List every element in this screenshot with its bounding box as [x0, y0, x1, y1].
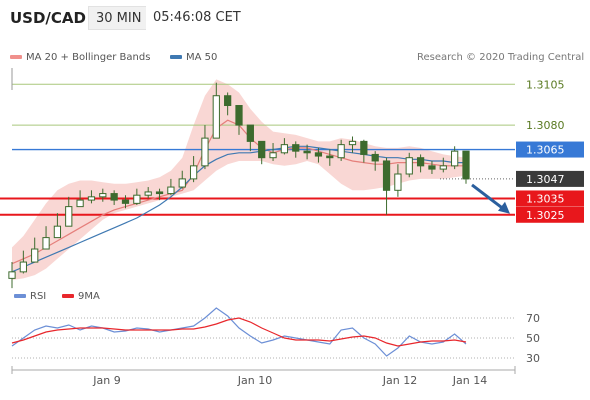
research-credit: Research © 2020 Trading Central	[417, 52, 585, 63]
candle-body	[121, 199, 130, 204]
candle-body	[42, 237, 50, 250]
rsi-axis-labels: 70 50 30	[526, 312, 540, 365]
legend-9ma: 9MA	[62, 291, 100, 302]
candle-body	[178, 178, 186, 188]
price-label-3: 1.3065	[526, 144, 565, 157]
candle-body	[224, 95, 232, 107]
candle-body	[235, 105, 243, 126]
candle-body	[416, 157, 425, 167]
x-tick-label-jan10: Jan 10	[237, 374, 272, 387]
rsi-tick-30: 30	[526, 352, 540, 365]
price-label-1: 1.3105	[526, 78, 565, 91]
rsi-panel	[11, 307, 515, 359]
price-label-bg-1-3025	[516, 206, 584, 223]
legend-ma50: MA 50	[170, 52, 217, 63]
price-label-bg-1-3047	[516, 170, 584, 187]
candle-body	[87, 196, 96, 201]
candle-body	[110, 193, 118, 201]
candles-layer	[8, 82, 470, 289]
price-label-4: 1.3047	[526, 173, 565, 186]
candle-body	[382, 160, 391, 191]
candle-body	[65, 206, 73, 227]
ma50-swatch	[170, 55, 182, 59]
candle-body	[212, 95, 220, 139]
candle-body	[19, 261, 27, 273]
candle-body	[462, 150, 470, 180]
ma20-legend-label: MA 20 + Bollinger Bands	[26, 52, 151, 63]
price-label-2: 1.3080	[526, 119, 565, 132]
candle-body	[292, 144, 300, 152]
legend-rsi: RSI	[14, 291, 46, 302]
candle-body	[303, 150, 311, 154]
candle-body	[405, 157, 413, 175]
candle-body	[428, 165, 436, 170]
ma50-line	[11, 145, 466, 273]
candle-body	[144, 191, 152, 196]
rsi-legend-label: RSI	[30, 291, 47, 302]
candle-body	[314, 152, 323, 157]
ma20-swatch	[10, 55, 22, 59]
ma9-swatch	[62, 294, 74, 298]
candle-body	[155, 191, 164, 195]
ma50-legend-label: MA 50	[186, 52, 218, 63]
candle-body	[258, 140, 266, 159]
x-tick-label-jan14: Jan 14	[452, 374, 487, 387]
candle-body	[133, 194, 141, 204]
ma9-legend-label: 9MA	[78, 291, 100, 302]
candle-body	[99, 193, 107, 198]
price-labels-layer: 1.3105 1.3080 1.3065 1.3047 1.3035 1.302…	[526, 78, 565, 222]
timestamp: 05:46:08 CET	[146, 6, 248, 30]
candle-body	[394, 173, 402, 191]
price-label-bg-1-3065	[516, 141, 584, 158]
candle-body	[348, 140, 357, 146]
price-label-6: 1.3025	[526, 209, 565, 222]
chart-header: USD/CAD 30 MIN 05:46:08 CET	[0, 0, 590, 36]
candle-body	[451, 150, 459, 167]
candle-body	[337, 144, 345, 159]
x-tick-label-jan9: Jan 9	[92, 374, 120, 387]
candle-body	[189, 165, 198, 180]
rsi-tick-70: 70	[526, 312, 540, 325]
candle-body	[167, 186, 175, 195]
x-axis-labels: Jan 9 Jan 10 Jan 12 Jan 14	[92, 374, 487, 387]
candle-body	[246, 124, 254, 142]
rsi-tick-50: 50	[526, 332, 540, 345]
legend-ma20: MA 20 + Bollinger Bands	[10, 52, 150, 63]
forecast-arrow-layer	[471, 183, 510, 214]
rsi-line	[11, 307, 467, 357]
level-lines-layer	[0, 68, 584, 223]
forecast-arrow-shaft	[471, 183, 507, 212]
candle-body	[439, 165, 447, 170]
x-axis	[11, 366, 516, 374]
x-tick-label-jan12: Jan 12	[382, 374, 417, 387]
candle-body	[269, 152, 277, 159]
candle-body	[280, 144, 289, 154]
price-label-bg-1-3035	[516, 190, 584, 207]
candle-body	[371, 153, 379, 162]
rsi-9ma-line	[11, 317, 467, 347]
candle-body	[31, 248, 39, 263]
forecast-arrow-head	[498, 201, 510, 214]
candle-body	[201, 137, 209, 167]
symbol-title: USD/CAD	[10, 9, 86, 27]
price-label-5: 1.3035	[526, 193, 565, 206]
candle-body	[76, 199, 84, 208]
candle-body	[360, 140, 368, 155]
candle-body	[53, 225, 62, 239]
rsi-swatch	[14, 294, 26, 298]
candle-body	[326, 155, 334, 159]
candle-body	[8, 271, 16, 279]
